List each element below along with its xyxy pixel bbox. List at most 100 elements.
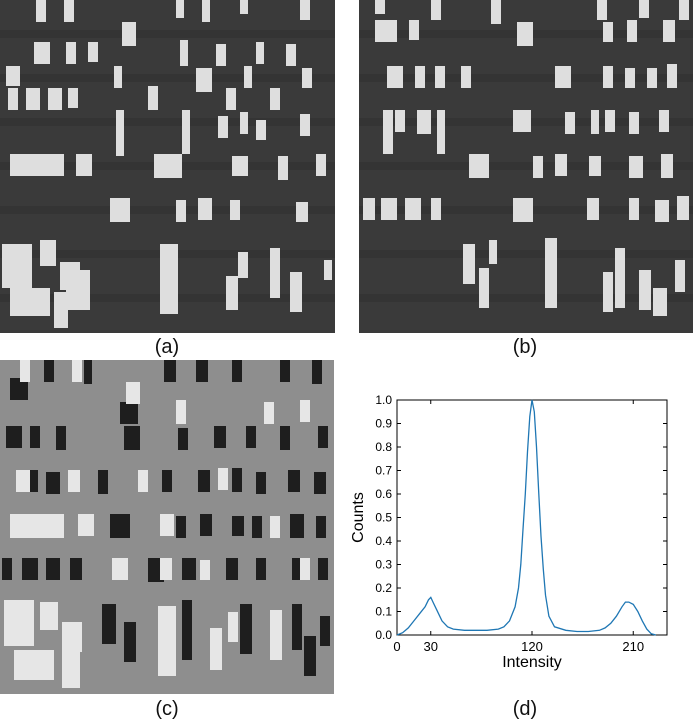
panel-c-dark-feature [176,516,186,538]
panel-a-feature [154,154,182,178]
panel-b-feature [395,110,405,132]
panel-c-dark-feature [292,604,302,650]
panel-b-band [359,162,693,170]
panel-c-dark-feature [256,558,266,580]
x-tick-label: 30 [424,639,438,654]
panel-b-feature [437,110,445,154]
panel-c-light-feature [210,628,222,670]
panel-c-dark-feature [200,514,212,536]
histogram-series-line [396,399,656,636]
panel-b-feature [555,66,571,88]
panel-b-band [359,294,693,302]
panel-b-feature [677,196,689,220]
panel-a-band [0,30,335,38]
panel-b-feature [375,0,385,14]
panel-b-feature [463,244,475,284]
y-axis-label: Counts [350,492,367,543]
panel-c-dark-feature [316,516,326,538]
panel-c-dark-feature [288,470,300,492]
panel-b-feature [491,0,501,24]
panel-c-light-feature [10,514,64,538]
panel-b-feature [409,20,419,40]
panel-c-dark-feature [30,426,40,448]
panel-b-feature [661,154,673,178]
plot-frame [396,399,668,636]
panel-b-feature [461,66,471,88]
panel-b-feature [675,260,685,292]
panel-c-light-feature [270,610,282,660]
panel-c-dark-feature [290,514,304,538]
panel-a-feature [122,22,136,46]
intensity-histogram-chart: 0.0 0.1 0.2 0.3 0.4 0.5 0.6 0.7 0.8 0.9 1.0 0 30 120 2… [345,385,690,680]
panel-c-dark-feature [178,428,188,450]
panel-c-dark-feature [56,426,66,450]
panel-c-dark-feature [110,514,130,538]
panel-a-feature [278,156,288,180]
panel-c-dark-feature [102,604,116,644]
panel-b-band [359,250,693,258]
panel-b-feature [545,238,557,308]
panel-b-caption: (b) [512,336,538,358]
panel-c-dark-feature [46,558,60,580]
segmented-image-c [0,360,334,694]
panel-a-feature [48,88,62,110]
panel-a-feature [226,276,238,310]
x-tick-label: 120 [521,639,543,654]
panel-c-dark-feature [182,558,196,580]
y-tick-label: 0.7 [375,464,392,478]
panel-c-light-feature [300,400,310,422]
panel-c-light-feature [200,560,210,580]
panel-a-band [0,206,335,214]
y-tick-label: 1.0 [375,393,392,407]
panel-b-feature [375,20,397,42]
panel-a-feature [302,68,312,88]
panel-c-light-feature [16,470,30,492]
panel-a-feature [66,42,76,64]
panel-c-light-feature [264,402,274,424]
panel-c-dark-feature [312,360,322,384]
panel-b-feature [629,198,639,220]
panel-c-light-feature [160,558,172,580]
panel-a-feature [6,66,20,86]
panel-c-light-feature [300,558,310,580]
y-tick-label: 0.5 [375,511,392,525]
panel-b-feature [639,270,651,310]
panel-a-feature [244,66,252,88]
panel-b-feature [383,110,393,154]
panel-a-feature [300,114,310,136]
panel-b-feature [415,66,425,88]
panel-a-feature [256,120,266,140]
panel-a-feature [36,0,46,22]
panel-b-feature [625,68,635,88]
panel-c-dark-feature [280,360,290,382]
panel-a-feature [26,88,40,110]
panel-c-dark-feature [232,468,242,492]
panel-a-feature [290,272,302,312]
panel-a-caption: (a) [154,336,180,358]
panel-c-dark-feature [226,558,238,580]
y-tick-label: 0.1 [375,605,392,619]
panel-c-dark-feature [318,426,328,448]
panel-c-dark-feature [124,426,140,450]
panel-a-feature [230,200,240,220]
panel-a-feature [300,0,310,20]
panel-b-feature [587,198,599,220]
panel-a-feature [160,244,178,314]
panel-a-feature [2,244,32,288]
panel-a-feature [148,86,158,110]
panel-b-feature [629,156,643,178]
panel-c-light-feature [40,602,58,630]
panel-b-feature [469,154,489,178]
panel-c-dark-feature [252,516,262,538]
panel-a-feature [240,0,248,14]
panel-a-band [0,74,335,82]
panel-a-feature [176,200,186,222]
y-tick-label: 0.0 [375,628,392,642]
panel-b-feature [489,240,497,264]
panel-b-feature [363,198,375,220]
panel-b-feature [605,110,615,132]
panel-a-feature [226,88,236,110]
panel-a-feature [180,40,188,66]
y-tick-label: 0.2 [375,581,392,595]
panel-b-feature [603,272,613,312]
